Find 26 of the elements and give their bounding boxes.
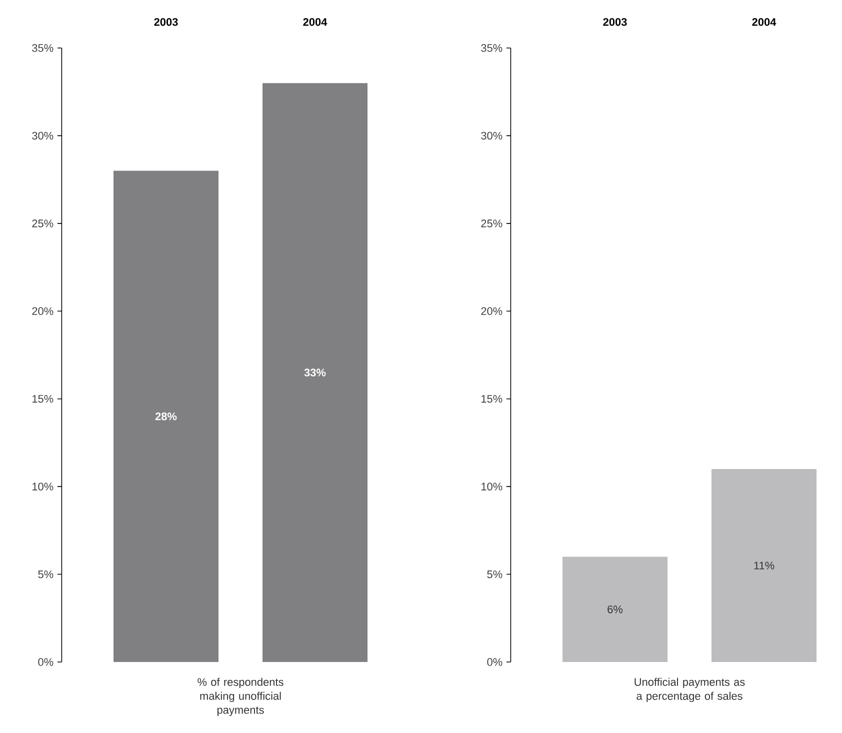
y-tick-label: 5% (38, 570, 54, 578)
x-tick-label: 2004 (303, 18, 328, 26)
y-tick-label: 30% (32, 132, 54, 140)
y-tick-label: 35% (32, 44, 54, 52)
x-tick-label: 2004 (752, 18, 776, 26)
y-tick-label: 25% (481, 220, 502, 228)
y-tick-label: 35% (481, 44, 502, 52)
data-label: 33% (304, 368, 326, 376)
y-tick-label: 20% (32, 307, 54, 316)
y-tick-label: 0% (487, 658, 502, 666)
x-tick-label: 2003 (603, 18, 627, 26)
data-label: 6% (608, 606, 623, 614)
y-tick-label: 15% (481, 395, 502, 403)
y-tick-label: 30% (481, 132, 502, 140)
y-tick-label: 10% (481, 482, 502, 490)
y-tick-label: 5% (487, 570, 502, 578)
x-axis-title: % of respondents making unofficial payments (198, 678, 284, 716)
y-tick-label: 0% (38, 658, 54, 666)
y-tick-label: 10% (32, 482, 54, 490)
x-axis-title: Unofficial payments as a percentage of sales (634, 678, 745, 702)
y-tick-label: 20% (481, 307, 502, 316)
data-label: 28% (155, 412, 177, 420)
y-tick-label: 15% (32, 395, 54, 403)
x-tick-label: 2003 (154, 18, 178, 26)
data-label: 11% (754, 562, 774, 570)
y-tick-label: 25% (32, 220, 54, 228)
